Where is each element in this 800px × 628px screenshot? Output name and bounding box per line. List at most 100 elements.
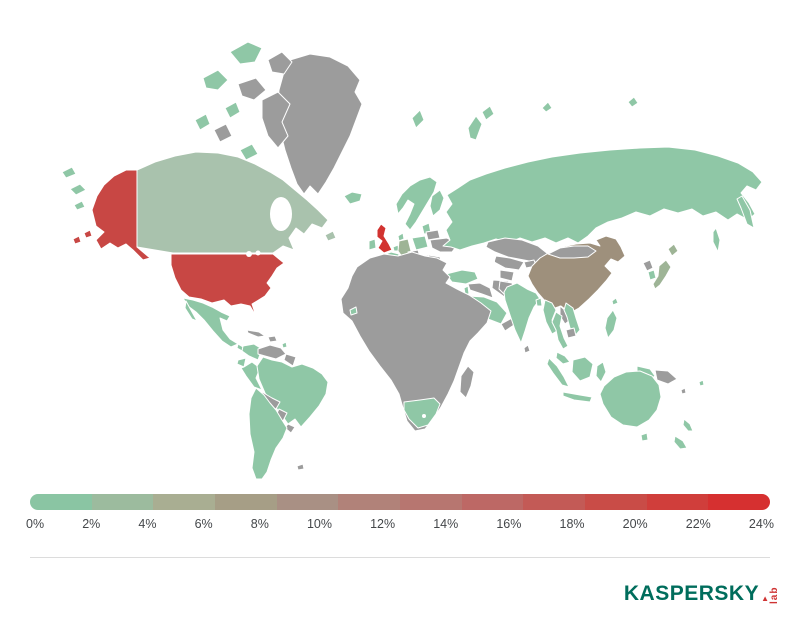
region-new-zealand-north [682,418,694,432]
legend-segment [461,494,524,510]
legend-tick: 18% [559,517,585,531]
region-argentina-chile [248,387,288,480]
footer-divider [30,557,770,558]
region-usa [170,253,285,317]
map-island [72,235,82,245]
region-sulawesi [595,361,607,383]
legend-tick: 12% [370,517,396,531]
region-denmark [397,232,405,242]
map-island [213,123,233,143]
map-island [69,183,87,196]
region-alaska-usa [91,169,151,261]
region-baffin-island [261,91,291,149]
region-finland [429,189,445,217]
region-kamchatka [736,195,755,229]
map-island [267,51,293,75]
region-levant [463,285,470,295]
region-hispaniola [267,335,278,343]
legend-tick: 4% [138,517,157,531]
map-island [281,341,288,349]
legend-segment [153,494,216,510]
region-belarus [425,229,441,241]
region-iceland [343,191,363,205]
map-island [73,200,86,211]
region-india [503,282,541,344]
map-island [680,387,687,395]
legend-segment [646,494,709,510]
region-afghanistan [499,269,515,282]
region-falklands [296,463,305,471]
legend-segment [400,494,462,510]
hudson-bay [270,197,292,231]
region-bangladesh [535,297,543,307]
map-island [627,96,639,108]
map-island [237,77,267,101]
map-island [202,69,229,91]
map-island [61,166,77,179]
region-senegal [349,306,358,316]
region-uk [376,223,393,254]
legend-tick: 16% [496,517,522,531]
region-new-zealand-south [673,435,688,450]
region-north-korea [642,259,654,272]
region-madagascar [459,365,475,399]
region-ecuador [236,357,247,368]
region-peru [240,361,263,391]
great-lakes [255,250,261,256]
map-island [698,379,705,387]
map-regions [61,41,763,480]
region-poland [411,235,429,251]
great-lakes [246,251,252,257]
map-island [224,101,241,119]
region-svalbard [411,109,425,129]
legend-tick: 24% [748,517,774,531]
region-mexico [182,297,239,348]
region-mongolia [547,245,597,259]
map-island [229,41,263,65]
region-borneo [571,356,594,382]
region-tasmania [640,432,649,442]
region-venezuela [257,344,287,360]
legend-tick: 8% [250,517,269,531]
legend-segment [585,494,647,510]
legend: 0% 2% 4% 6% 8% 10% 12% 14% 16% 18% 20% 22% 24% [26,494,774,531]
region-lesotho [422,414,426,418]
region-greenland [276,53,363,195]
caspian-sea [485,254,495,270]
legend-tick: 6% [194,517,213,531]
legend-segment [276,494,339,510]
map-island [481,105,495,121]
logo-lab-text: lab [769,586,780,604]
world-map-container [61,41,763,480]
legend-labels: 0% 2% 4% 6% 8% 10% 12% 14% 16% 18% 20% 22% 24% [26,517,774,531]
legend-segment [30,494,92,510]
region-malaysia [555,351,571,365]
legend-tick: 2% [82,517,101,531]
map-island [83,229,93,239]
region-colombia [241,343,263,361]
logo-triangle-icon: ▲ [761,594,769,603]
legend-segment [338,494,401,510]
region-papua-new-guinea [654,369,678,385]
region-newfoundland [324,230,337,242]
region-ireland [368,238,377,251]
map-island [239,143,259,161]
region-japan [652,259,672,290]
region-cambodia [565,327,577,339]
legend-tick: 20% [622,517,648,531]
logo-wordmark: KASPERSKY [623,582,760,605]
legend-bar [30,494,770,510]
kaspersky-logo: KASPERSKY ▲ lab [624,580,780,604]
region-java [562,391,593,403]
region-thailand [551,311,569,350]
region-syria-iraq [467,282,494,299]
map-island [194,113,211,131]
legend-tick: 10% [306,517,332,531]
legend-segment [708,494,770,510]
region-philippines [604,309,618,339]
legend-tick: 0% [26,517,45,531]
region-sakhalin [712,227,721,253]
region-south-africa [403,397,441,429]
region-sumatra [546,357,570,388]
region-japan-hokkaido [667,243,679,257]
